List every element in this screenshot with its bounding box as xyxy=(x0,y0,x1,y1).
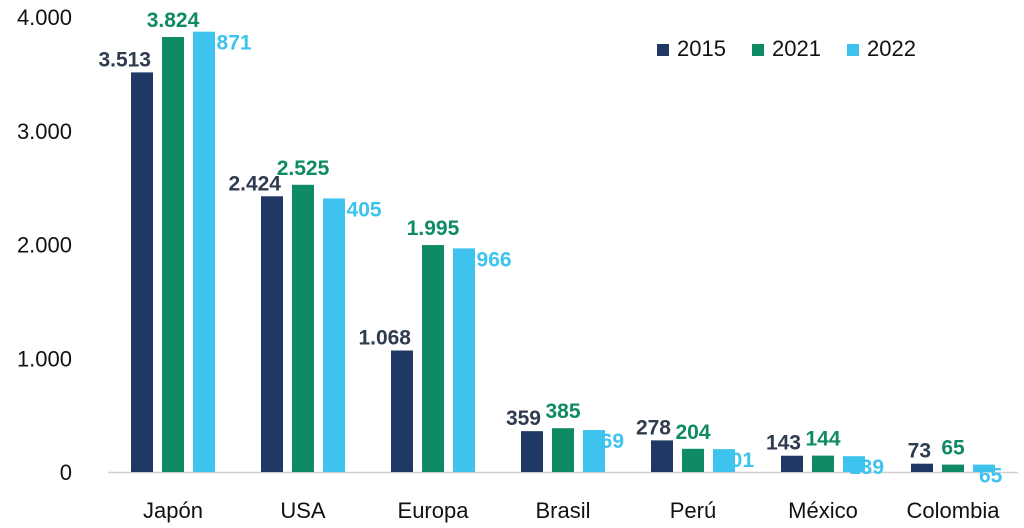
data-label-2021: 1.995 xyxy=(407,217,460,240)
x-tick-label: Japón xyxy=(143,498,203,523)
bar-2021-europa xyxy=(422,245,444,472)
x-tick-label: México xyxy=(788,498,858,523)
data-label-2022: 2.405 xyxy=(329,198,382,221)
bars xyxy=(131,31,995,473)
bar-2022-colombia xyxy=(973,464,995,472)
data-label-2015: 1.068 xyxy=(358,327,411,350)
x-tick-label: Brasil xyxy=(535,498,590,523)
legend-swatch-2021 xyxy=(752,44,764,56)
y-tick-label: 1.000 xyxy=(17,346,72,371)
bar-2022-perú xyxy=(713,449,735,472)
bar-2021-perú xyxy=(682,448,704,472)
data-label-2022: 3.871 xyxy=(199,32,252,55)
bar-2022-japón xyxy=(193,31,215,473)
legend-label-2022: 2022 xyxy=(867,36,916,61)
data-label-2021: 144 xyxy=(805,428,840,451)
y-tick-label: 2.000 xyxy=(17,233,72,258)
data-label-2021: 385 xyxy=(545,400,580,423)
legend-label-2021: 2021 xyxy=(772,36,821,61)
bar-2015-japón xyxy=(131,72,153,473)
bar-2022-brasil xyxy=(583,430,605,472)
data-label-2022: 65 xyxy=(979,465,1003,488)
legend: 2015 2021 2022 xyxy=(657,36,916,61)
bar-2015-colombia xyxy=(911,463,933,472)
data-label-2015: 278 xyxy=(636,416,671,439)
legend-label-2015: 2015 xyxy=(677,36,726,61)
x-tick-label: Europa xyxy=(398,498,470,523)
data-label-2015: 3.513 xyxy=(98,48,151,71)
x-tick-label: USA xyxy=(280,498,326,523)
data-label-2022: 139 xyxy=(849,456,884,479)
bar-2022-europa xyxy=(453,248,475,472)
data-label-2021: 2.525 xyxy=(277,157,330,180)
x-axis: Japón USA Europa Brasil Perú México Colombia xyxy=(108,471,1018,523)
bar-2022-usa xyxy=(323,198,345,472)
data-label-2015: 73 xyxy=(908,440,931,463)
data-label-2022: 201 xyxy=(719,449,754,472)
bar-2015-europa xyxy=(391,350,413,472)
y-tick-label: 3.000 xyxy=(17,119,72,144)
data-label-2022: 369 xyxy=(589,430,624,453)
bar-2021-usa xyxy=(292,184,314,472)
bar-2021-brasil xyxy=(552,428,574,472)
y-tick-label: 0 xyxy=(60,460,72,485)
bar-2015-méxico xyxy=(781,455,803,472)
x-tick-label: Colombia xyxy=(907,498,1001,523)
y-tick-label: 4.000 xyxy=(17,5,72,30)
bar-2022-méxico xyxy=(843,456,865,472)
data-label-2015: 359 xyxy=(506,407,541,430)
y-axis: 0 1.000 2.000 3.000 4.000 xyxy=(17,5,72,485)
x-tick-label: Perú xyxy=(670,498,716,523)
bar-2021-méxico xyxy=(812,455,834,472)
bar-2015-perú xyxy=(651,440,673,472)
bar-2015-brasil xyxy=(521,431,543,472)
bar-2021-japón xyxy=(162,37,184,473)
data-label-2022: 1.966 xyxy=(459,248,512,271)
data-label-2015: 2.424 xyxy=(228,172,281,195)
data-label-2015: 143 xyxy=(766,432,801,455)
legend-swatch-2022 xyxy=(847,44,859,56)
bar-2021-colombia xyxy=(942,464,964,472)
data-label-2021: 65 xyxy=(941,437,965,460)
data-label-2021: 204 xyxy=(675,421,710,444)
data-label-2021: 3.824 xyxy=(147,9,200,32)
bar-2015-usa xyxy=(261,196,283,472)
legend-swatch-2015 xyxy=(657,44,669,56)
